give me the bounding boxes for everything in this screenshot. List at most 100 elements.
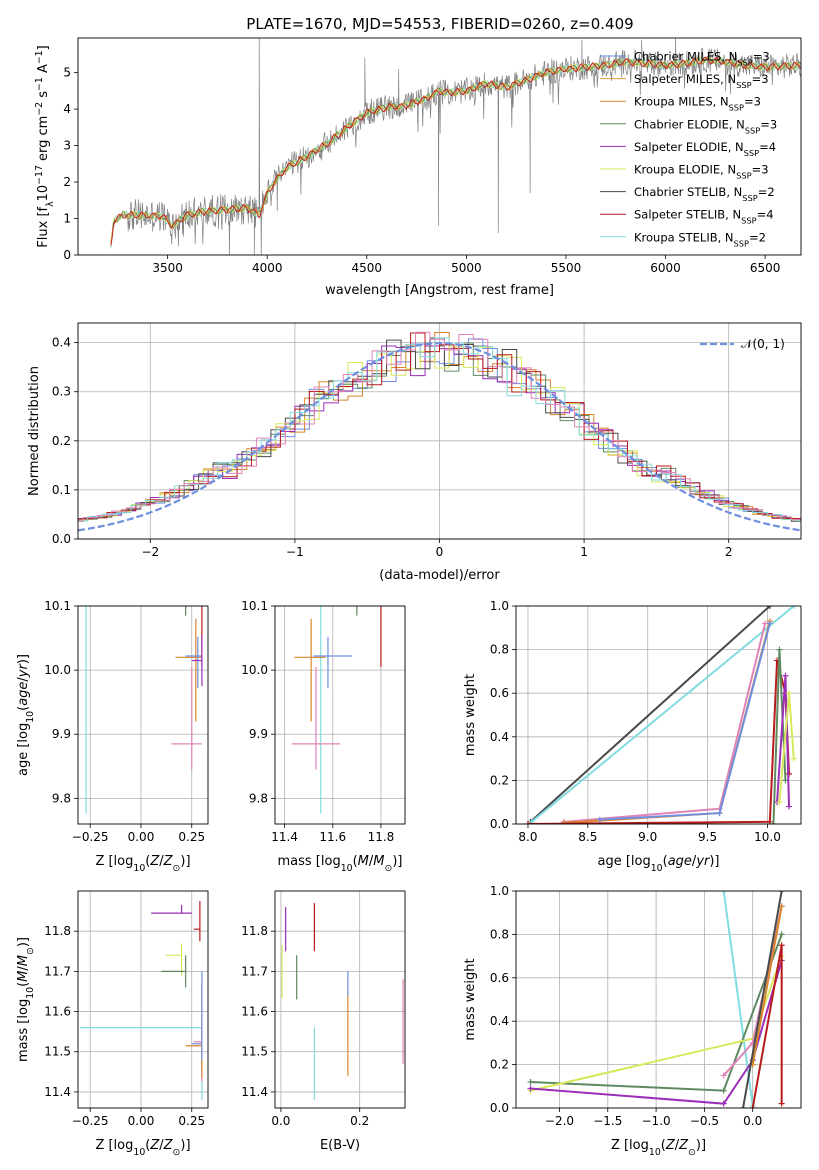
spectrum-data-line xyxy=(110,38,801,255)
label-part: yr xyxy=(695,854,711,869)
label-part: ( xyxy=(663,854,668,869)
residuals-ylabel: Normed distribution xyxy=(27,366,42,496)
x-tick-label: 0.00 xyxy=(128,830,155,844)
errorbar-point xyxy=(85,606,87,814)
massweight-marker xyxy=(720,1072,727,1079)
massweight-marker xyxy=(776,799,783,806)
label-part: ( xyxy=(353,854,358,869)
y-tick-label: 10.0 xyxy=(44,663,71,677)
label-part: mass [log xyxy=(278,854,341,869)
label-part: age [log xyxy=(597,854,650,869)
x-tick-label: 0 xyxy=(436,545,444,559)
label-part: 10 xyxy=(25,711,36,723)
legend-entry: Kroupa ELODIE, NSSP=3 xyxy=(634,163,769,181)
label-part: SSP xyxy=(734,238,749,248)
histogram-chabrier-stelib xyxy=(78,337,801,533)
label-part: Salpeter STELIB, N xyxy=(634,208,741,222)
y-tick-label: 0.0 xyxy=(490,817,509,831)
label-part: Z [log xyxy=(611,1138,649,1153)
massweight-line-kroupa-stelib xyxy=(530,606,795,823)
x-tick-label: 0.0 xyxy=(743,1114,762,1128)
massweight-marker xyxy=(716,810,723,817)
gauss-legend-label: 𝒩(0, 1) xyxy=(741,337,785,351)
x-tick-label: 0.00 xyxy=(128,1114,155,1128)
label-part: ⊙ xyxy=(173,1147,181,1158)
x-tick-label: 8.0 xyxy=(518,830,537,844)
x-tick-label: 9.0 xyxy=(638,830,657,844)
x-tick-label: 10.0 xyxy=(754,830,781,844)
label-part: =3 xyxy=(752,72,769,86)
label-part: ⊙ xyxy=(688,1147,696,1158)
label-part: M xyxy=(373,854,384,869)
legend-entry: Chabrier ELODIE, NSSP=3 xyxy=(634,117,777,135)
y-tick-label: 0.2 xyxy=(490,1058,509,1072)
massweight-marker xyxy=(790,606,797,609)
mass_vs_Z-axes: −0.25 0.00 0.25 11.4 11.5 11.6 11.7 11.8 xyxy=(44,891,208,1128)
label-part: 10 xyxy=(133,863,145,874)
errorbar-point xyxy=(165,943,183,976)
label-part: λ xyxy=(45,201,56,207)
mass_vs_EBV-frame xyxy=(274,890,406,1109)
label-part: 10 xyxy=(25,987,36,999)
label-part: Chabrier MILES, N xyxy=(634,50,737,64)
y-tick-label: 0.8 xyxy=(490,927,509,941)
errorbar-point xyxy=(356,606,358,616)
x-tick-label: 11.8 xyxy=(368,830,395,844)
x-tick-label: 4000 xyxy=(252,261,283,275)
y-tick-label: 11.8 xyxy=(44,924,71,938)
age_vs_Z-frame xyxy=(77,605,209,825)
label-part: )] xyxy=(180,1138,190,1153)
label-part: )] xyxy=(16,654,31,664)
label-part: )] xyxy=(16,937,31,947)
massweight-marker xyxy=(766,620,773,627)
label-part: ] xyxy=(36,45,51,50)
label-part: −1 xyxy=(34,77,45,91)
legend-entry: Chabrier STELIB, NSSP=2 xyxy=(634,185,775,203)
massweight-marker xyxy=(778,942,785,949)
figure-title: PLATE=1670, MJD=54553, FIBERID=0260, z=0… xyxy=(246,15,633,33)
histogram-chabrier-elodie xyxy=(78,342,801,533)
label-part: ⊙ xyxy=(385,863,393,874)
label-part: age xyxy=(668,854,692,869)
label-part: / xyxy=(16,966,31,971)
massweight-marker xyxy=(770,821,777,824)
massweight_vs_age-frame xyxy=(515,605,802,825)
mass_vs_Z-frame xyxy=(77,890,209,1109)
label-part: SSP xyxy=(741,216,756,226)
y-tick-label: 11.7 xyxy=(44,964,71,978)
label-part: A xyxy=(36,64,51,77)
massweight-marker xyxy=(776,646,783,653)
label-part: 10 xyxy=(36,185,51,202)
x-tick-label: 11.4 xyxy=(271,830,298,844)
age_vs_mass-frame xyxy=(274,605,406,825)
gaussian-curve xyxy=(77,342,802,532)
x-tick-label: −2.0 xyxy=(545,1114,574,1128)
label-part: ⊙ xyxy=(173,863,181,874)
label-part: age xyxy=(16,682,31,706)
label-part: / xyxy=(159,1138,164,1153)
massweight-marker xyxy=(766,606,773,609)
y-tick-label: 11.8 xyxy=(241,924,268,938)
label-part: 10 xyxy=(341,863,353,874)
errorbar-point xyxy=(313,636,353,689)
massweight-marker xyxy=(720,1100,727,1107)
massweight-line-kroupa-miles xyxy=(751,906,783,1065)
legend-entry: Kroupa STELIB, NSSP=2 xyxy=(634,230,766,248)
label-part: SSP xyxy=(729,103,744,113)
y-tick-label: 0.6 xyxy=(490,686,509,700)
x-tick-label: 2 xyxy=(725,545,733,559)
massweight-marker xyxy=(790,755,797,762)
massweight_vs_Z-axes: −2.0 −1.5 −1.0 −0.5 0.0 0.0 0.2 0.4 0.6 0.8 1.0 xyxy=(490,884,801,1128)
residuals-frame xyxy=(77,322,802,540)
label-part: )] xyxy=(696,1138,706,1153)
y-tick-label: 9.9 xyxy=(52,727,71,741)
massweight-marker xyxy=(749,1105,756,1108)
errorbar-point xyxy=(151,905,192,914)
label-part: =4 xyxy=(759,140,776,154)
spectrum-model-chabrier-elodie xyxy=(110,56,801,244)
label-part: SSP xyxy=(737,58,752,68)
x-tick-label: −0.25 xyxy=(72,1114,109,1128)
label-part: erg cm xyxy=(36,116,51,165)
y-tick-label: 0.0 xyxy=(490,1101,509,1115)
